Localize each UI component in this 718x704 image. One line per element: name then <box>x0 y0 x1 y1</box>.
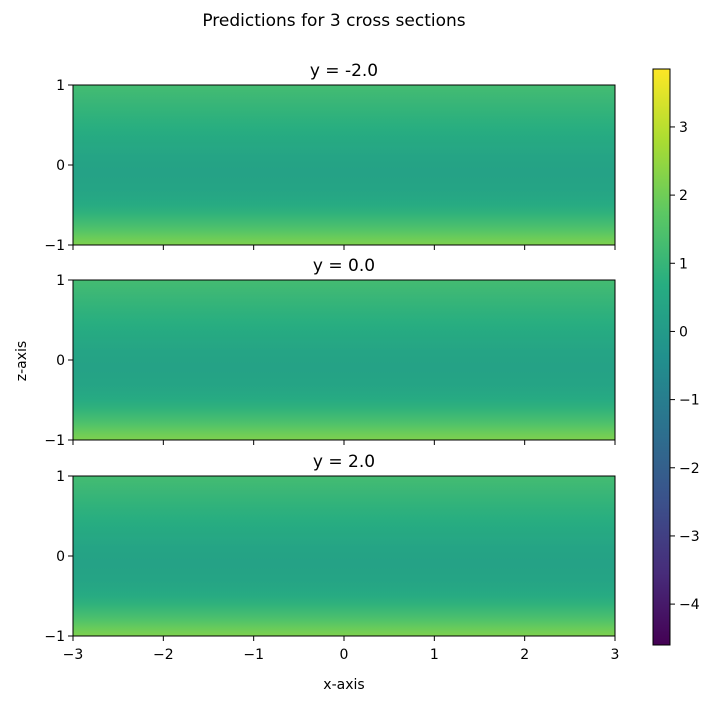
colorbar-tick-label: 3 <box>679 120 688 136</box>
heatmap-image <box>73 280 615 440</box>
colorbar-tick-label: −2 <box>679 461 700 477</box>
z-tick-label: 1 <box>56 273 65 289</box>
colorbar-tick-label: −4 <box>679 597 700 613</box>
panels: y = -2.0 −1 0 1 y = 0.0 −1 0 1 y = 2.0 −1 0 1 −3 −2 −1… <box>44 61 619 663</box>
x-tick-label: −2 <box>153 647 174 663</box>
panel-2: y = 0.0 −1 0 1 <box>44 256 616 449</box>
z-tick-label: 0 <box>56 549 65 565</box>
x-tick-label: −1 <box>243 647 264 663</box>
x-tick-label: 1 <box>430 647 439 663</box>
panel-title: y = 0.0 <box>313 256 375 276</box>
colorbar-tick-label: −3 <box>679 529 700 545</box>
panel-title: y = -2.0 <box>310 61 378 81</box>
figure-title: Predictions for 3 cross sections <box>202 11 465 31</box>
z-tick-label: −1 <box>44 629 65 645</box>
x-tick-label: 0 <box>340 647 349 663</box>
z-tick-label: 1 <box>56 78 65 94</box>
z-tick-label: 1 <box>56 469 65 485</box>
heatmap-image <box>73 85 615 245</box>
colorbar-tick-label: 0 <box>679 324 688 340</box>
x-tick-label: 2 <box>520 647 529 663</box>
x-axis-label: x-axis <box>323 677 364 693</box>
z-tick-label: 0 <box>56 353 65 369</box>
z-axis-label: z-axis <box>14 341 30 381</box>
z-tick-label: 0 <box>56 158 65 174</box>
x-tick-label: −3 <box>63 647 84 663</box>
z-tick-label: −1 <box>44 433 65 449</box>
x-tick-label: 3 <box>611 647 620 663</box>
colorbar-tick-label: 2 <box>679 188 688 204</box>
colorbar-gradient <box>652 68 671 646</box>
panel-3: y = 2.0 −1 0 1 −3 −2 −1 0 1 2 3 <box>44 452 619 663</box>
z-tick-label: −1 <box>44 238 65 254</box>
colorbar-tick-label: −1 <box>679 393 700 409</box>
colorbar: −4 −3 −2 −1 0 1 2 3 <box>652 68 700 646</box>
panel-title: y = 2.0 <box>313 452 375 472</box>
heatmap-image <box>73 476 615 636</box>
panel-1: y = -2.0 −1 0 1 <box>44 61 616 254</box>
colorbar-tick-label: 1 <box>679 256 688 272</box>
